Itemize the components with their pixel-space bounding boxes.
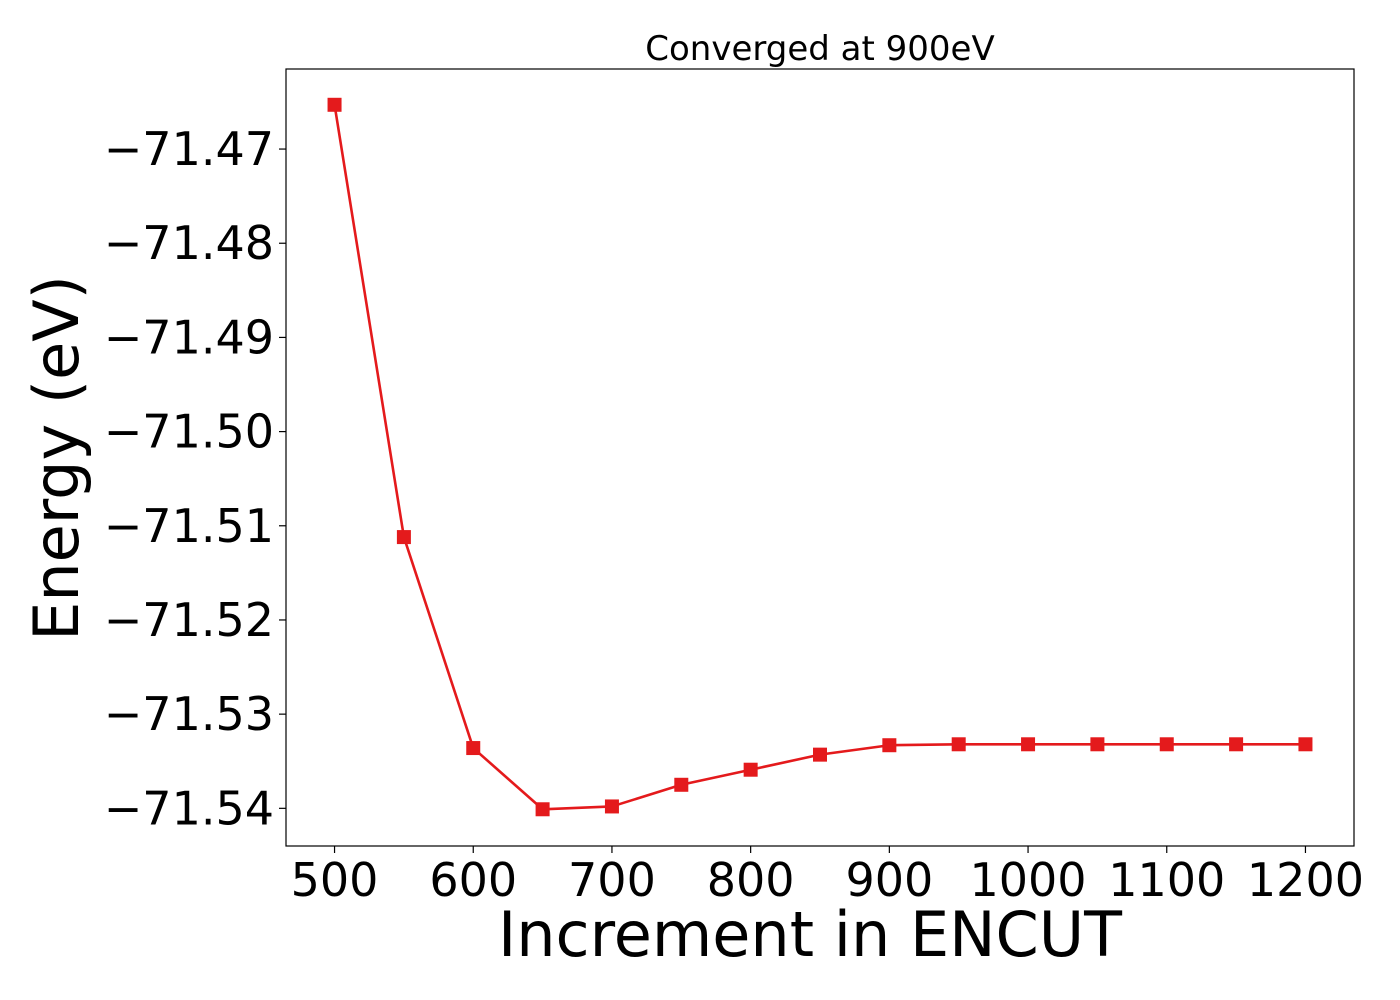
data-point-marker — [327, 97, 342, 112]
data-point-marker — [1298, 737, 1313, 752]
data-point-marker — [1021, 737, 1036, 752]
data-point-marker — [882, 738, 897, 753]
y-tick-label: −71.47 — [104, 122, 274, 176]
data-point-marker — [466, 741, 481, 756]
x-tick-label: 900 — [845, 853, 933, 907]
x-tick-label: 500 — [291, 853, 379, 907]
plot-area-frame — [285, 68, 1355, 847]
x-tick-label: 1100 — [1108, 853, 1225, 907]
data-point-marker — [396, 530, 411, 545]
y-tick-label: −71.49 — [104, 310, 274, 364]
y-tick-label: −71.51 — [104, 499, 274, 553]
y-tick-label: −71.48 — [104, 216, 274, 270]
chart-title: Converged at 900eV — [645, 29, 994, 69]
data-point-marker — [951, 737, 966, 752]
ticks-layer: 500 600 700 800 900 1000 1100 1200 −71.47 −71.48 −… — [104, 122, 1364, 907]
y-tick-label: −71.50 — [104, 405, 274, 459]
x-tick-label: 1000 — [970, 853, 1087, 907]
data-point-marker — [813, 747, 827, 762]
y-tick-label: −71.53 — [104, 687, 274, 741]
data-point-marker — [743, 762, 758, 777]
data-point-marker — [1229, 737, 1244, 752]
data-point-marker — [674, 777, 689, 792]
x-tick-label: 700 — [568, 853, 656, 907]
series-layer — [327, 97, 1313, 817]
y-tick-label: −71.52 — [104, 593, 274, 647]
x-tick-label: 600 — [429, 853, 517, 907]
y-axis-label: Energy (eV) — [20, 275, 93, 641]
data-point-marker — [604, 799, 619, 814]
y-tick-label: −71.54 — [104, 781, 274, 835]
data-point-marker — [535, 802, 550, 817]
data-point-marker — [1159, 737, 1174, 752]
x-tick-label: 800 — [707, 853, 795, 907]
data-point-marker — [1090, 737, 1105, 752]
x-axis-label: Increment in ENCUT — [498, 898, 1123, 971]
x-tick-label: 1200 — [1247, 853, 1364, 907]
